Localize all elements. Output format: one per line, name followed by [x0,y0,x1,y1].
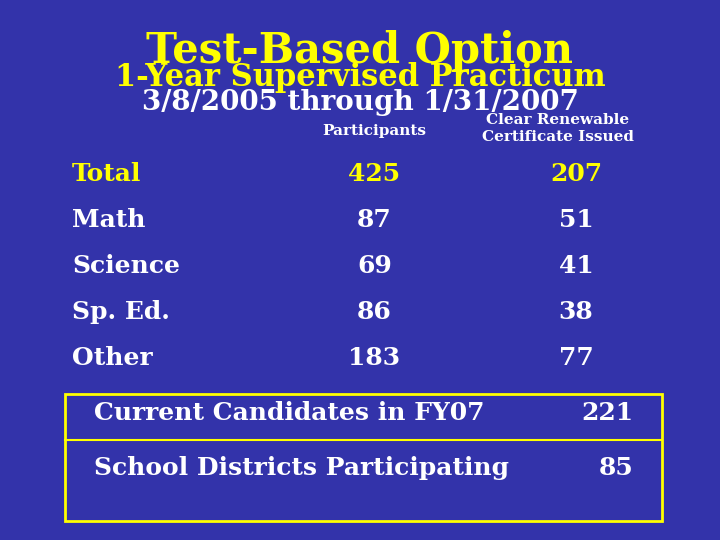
Text: 207: 207 [550,162,602,186]
Text: Clear Renewable: Clear Renewable [487,113,629,127]
Text: Other: Other [72,346,153,369]
Text: 3/8/2005 through 1/31/2007: 3/8/2005 through 1/31/2007 [142,89,578,116]
Text: 87: 87 [357,208,392,232]
Text: Science: Science [72,254,180,278]
Text: 183: 183 [348,346,400,369]
Text: 38: 38 [559,300,593,323]
Text: Test-Based Option: Test-Based Option [146,30,574,72]
Text: Math: Math [72,208,145,232]
Text: 69: 69 [357,254,392,278]
Text: Certificate Issued: Certificate Issued [482,130,634,144]
Text: School Districts Participating: School Districts Participating [94,456,508,480]
Text: 1-Year Supervised Practicum: 1-Year Supervised Practicum [114,62,606,93]
Text: 86: 86 [357,300,392,323]
Text: Participants: Participants [323,124,426,138]
Text: 77: 77 [559,346,593,369]
Text: 51: 51 [559,208,593,232]
Text: 85: 85 [599,456,634,480]
Text: Current Candidates in FY07: Current Candidates in FY07 [94,401,484,424]
FancyBboxPatch shape [65,394,662,521]
Text: Sp. Ed.: Sp. Ed. [72,300,170,323]
Text: Total: Total [72,162,141,186]
Text: 425: 425 [348,162,400,186]
Text: 41: 41 [559,254,593,278]
Text: 221: 221 [582,401,634,424]
